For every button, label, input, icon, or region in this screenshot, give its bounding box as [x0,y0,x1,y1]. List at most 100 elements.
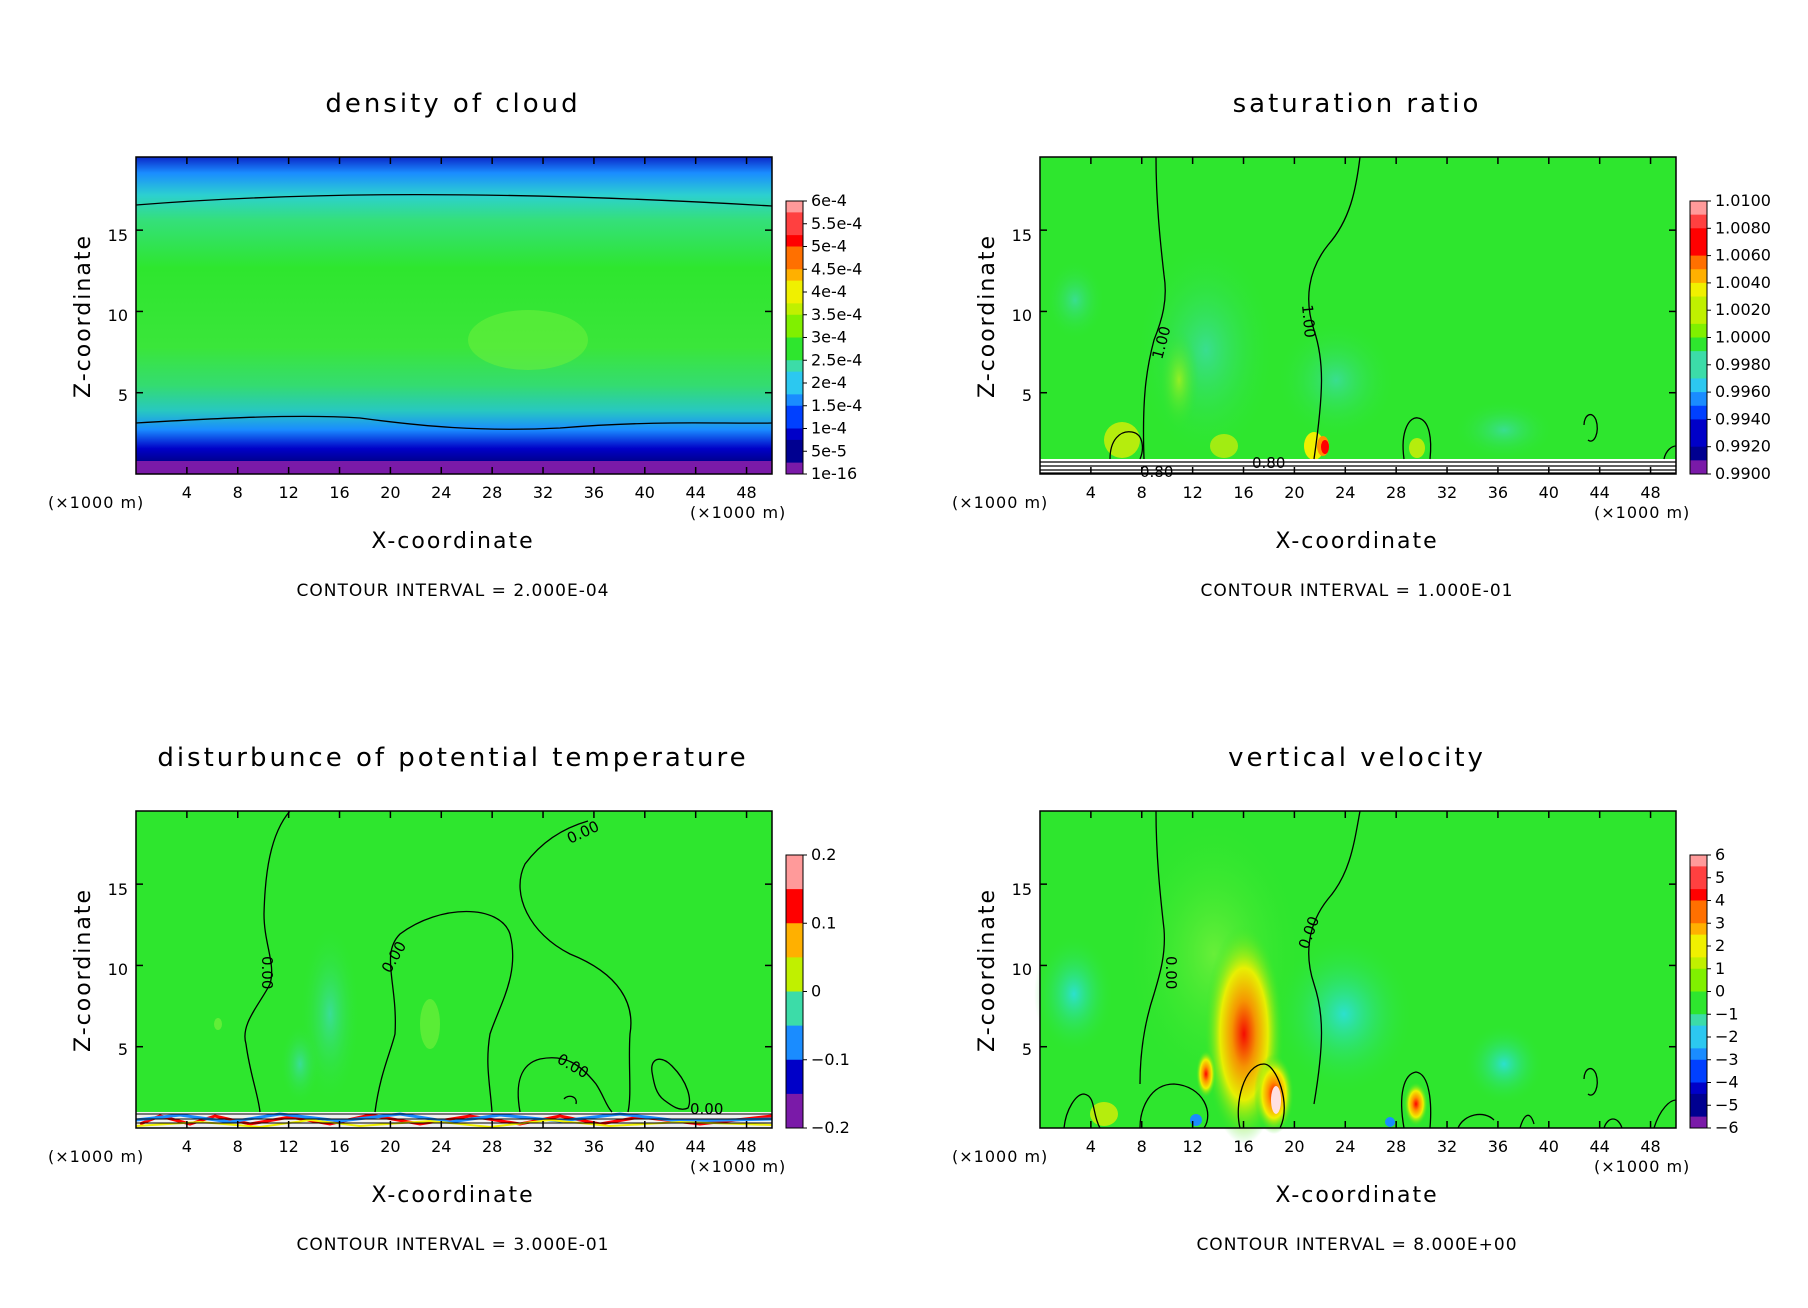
x-axis-label: X-coordinate [371,529,534,554]
x-tick-label: 4 [1086,483,1096,502]
x-tick-label: 36 [1488,1137,1508,1156]
colorbar-swatch [786,269,803,282]
chart-title: vertical velocity [1228,743,1486,773]
field-blob [1404,1082,1428,1126]
contour-line [244,810,291,1113]
colorbar-label: −1 [1715,1004,1739,1023]
colorbar-swatch [1690,337,1707,352]
x-tick-label: 28 [482,483,502,502]
colorbar-label: 1.0040 [1715,273,1771,292]
x-tick-label: 8 [1137,483,1147,502]
x-tick-label: 28 [1386,1137,1406,1156]
contour-line [1519,1114,1535,1129]
contour-label: 0.00 [258,956,276,989]
colorbar-swatch [1690,889,1707,901]
plot-frame [135,810,773,1129]
chart-svg: vertical velocity 0.00 0.00 Z-coordinate… [952,743,1739,1255]
y-tick-label: 15 [108,880,128,899]
colorbar-swatch [1690,980,1707,992]
colorbar-label: 2.5e-4 [811,350,862,369]
panel-vertical-velocity: vertical velocity 0.00 0.00 Z-coordinate… [904,654,1808,1308]
colorbar-swatch [786,326,803,338]
field-blob [1321,440,1329,454]
panel-potential-temperature: disturbunce of potential temperature 0.0… [0,654,904,1308]
x-tick-label: 44 [686,1137,706,1156]
x-tick-label: 20 [1284,1137,1304,1156]
colorbar-swatch [1690,1002,1707,1015]
plot-area: 0.00 0.00 0.00 0.00 0.00 [135,810,773,1129]
plot-frame [1039,810,1677,1129]
colorbar-swatch [1690,1059,1707,1072]
x-tick-label: 16 [329,1137,349,1156]
colorbar-swatch [786,348,803,361]
colorbar-label: −4 [1715,1073,1739,1092]
colorbar-swatch [1690,1025,1707,1038]
colorbar-swatch [786,246,803,259]
colorbar-swatch [1690,1105,1707,1118]
x-tick-label: 48 [1640,1137,1660,1156]
x-tick-label: 24 [1335,1137,1355,1156]
x-axis: 4 8 12 16 20 24 28 32 36 40 44 48 [1040,811,1676,1156]
y-tick-label: 10 [108,306,128,325]
x-tick-label: 16 [1233,483,1253,502]
colorbar-label: 5.5e-4 [811,214,862,233]
chart-svg: disturbunce of potential temperature 0.0… [48,743,850,1255]
contour-line [1402,417,1432,460]
x-tick-label: 40 [1539,483,1559,502]
x-tick-label: 40 [635,483,655,502]
contour-line [519,820,632,1113]
y-tick-label: 10 [1012,306,1032,325]
y-axis: Z-coordinate 5 10 15 [975,880,1032,1059]
colorbar-label: 3 [1715,913,1725,932]
field-band [136,461,772,474]
y-axis: Z-coordinate 5 10 15 [71,226,128,405]
plot-area: 0.00 0.00 [1034,810,1677,1144]
field-band [135,1118,773,1129]
x-tick-label: 4 [182,1137,192,1156]
colorbar-swatch [1690,310,1707,325]
x-unit-left: (×1000 m) [952,1147,1048,1166]
colorbar: 1.0100 1.0080 1.0060 1.0040 1.0020 1.0000 0.99… [1689,191,1771,483]
colorbar-swatch [1690,911,1707,924]
colorbar-swatch [786,303,803,316]
x-tick-label: 12 [278,1137,298,1156]
x-tick-label: 8 [1137,1137,1147,1156]
colorbar-label: 4.5e-4 [811,259,862,278]
colorbar-label: 3e-4 [811,328,847,347]
colorbar-swatch [786,314,803,327]
colorbar-label: 1.0080 [1715,218,1771,237]
field-blob [1196,1050,1216,1098]
colorbar-swatch [786,394,803,407]
y-tick-label: 10 [108,960,128,979]
x-unit-right: (×1000 m) [1594,1157,1690,1176]
contour-line [1457,1113,1495,1129]
plot-area: 1.00 1.00 0.80 0.80 [1039,156,1677,481]
field-blob [1385,1117,1395,1127]
contour-label: 0.00 [1162,956,1180,989]
x-tick-label: 48 [736,483,756,502]
colorbar-label: −3 [1715,1050,1739,1069]
contour-interval: CONTOUR INTERVAL = 1.000E-01 [1201,581,1514,601]
colorbar-label: 6 [1715,845,1725,864]
contour-line [1583,413,1598,442]
colorbar-label: −0.2 [811,1118,850,1137]
colorbar-label: 1.5e-4 [811,396,862,415]
y-tick-label: 5 [118,1040,128,1059]
colorbar-label: 2 [1715,936,1725,955]
colorbar-swatch [1690,269,1707,284]
y-axis-label: Z-coordinate [71,888,96,1052]
colorbar: 6 5 4 3 2 1 0 −1 −2 −3 −4 −5 −6 [1689,845,1739,1137]
y-axis-label: Z-coordinate [71,234,96,398]
colorbar-label: 0.9900 [1715,464,1771,483]
contour-line [651,1058,691,1110]
colorbar-swatch [786,439,803,452]
colorbar-label: 4e-4 [811,282,847,301]
colorbar-swatch [1690,991,1707,1004]
colorbar-swatch [1690,957,1707,970]
field-blob [1159,330,1199,430]
x-unit-left: (×1000 m) [48,1147,144,1166]
colorbar-swatch [786,991,803,1027]
colorbar-swatch [786,1025,803,1061]
plot-area [135,156,773,475]
